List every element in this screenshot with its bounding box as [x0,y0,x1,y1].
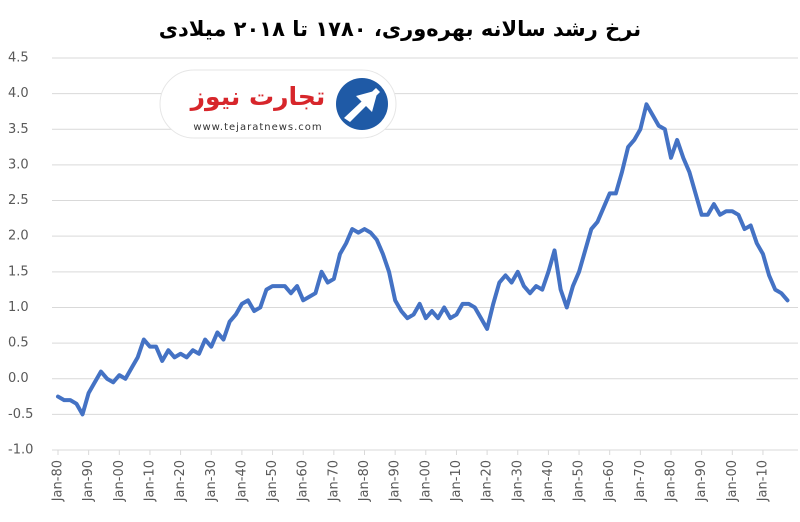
x-tick-label: Jan-30 [204,460,219,502]
x-tick-label: Jan-50 [572,460,587,502]
x-tick-label: Jan-80 [664,460,679,502]
y-tick-label: 3.0 [8,157,29,172]
y-tick-label: 0.0 [8,371,29,386]
x-tick-label: Jan-00 [418,460,433,502]
logo-badge [159,69,397,139]
x-tick-label: Jan-00 [112,460,127,502]
x-tick-label: Jan-90 [81,460,96,502]
x-tick-label: Jan-10 [755,460,770,502]
x-tick-label: Jan-60 [296,460,311,502]
x-tick-label: Jan-10 [449,460,464,502]
x-tick-label: Jan-50 [265,460,280,502]
y-tick-label: 4.5 [8,51,29,66]
x-tick-label: Jan-00 [725,460,740,502]
logo-name: تجارت نیوز [189,82,326,112]
series-line [56,102,790,417]
x-tick-label: Jan-70 [633,460,648,502]
y-tick-label: 3.5 [8,122,29,137]
x-tick-label: Jan-20 [173,460,188,502]
y-tick-label: 2.5 [8,193,29,208]
y-tick-label: 1.5 [8,264,29,279]
x-tick-label: Jan-90 [388,460,403,502]
x-tick-label: Jan-60 [602,460,617,502]
x-tick-label: Jan-20 [480,460,495,502]
x-tick-label: Jan-80 [51,460,66,502]
y-tick-label: 2.0 [8,229,29,244]
y-tick-label: 0.5 [8,336,29,351]
plot [56,102,790,417]
x-tick-label: Jan-40 [234,460,249,502]
x-tick-label: Jan-40 [541,460,556,502]
y-tick-label: -0.5 [8,407,33,422]
x-tick-label: Jan-80 [357,460,372,502]
y-tick-label: 1.0 [8,300,29,315]
logo-arrow [344,88,380,122]
x-tick-label: Jan-70 [326,460,341,502]
chart-title: نرخ رشد سالانه بهره‌وری، ۱۷۸۰ تا ۲۰۱۸ می… [159,17,641,41]
logo: تجارت نیوز www.tejaratnews.com [159,69,397,139]
x-tick-label: Jan-90 [694,460,709,502]
x-tick-label: Jan-30 [510,460,525,502]
y-tick-label: -1.0 [8,443,33,458]
logo-url: www.tejaratnews.com [193,122,322,133]
x-tick-label: Jan-10 [142,460,157,502]
y-tick-label: 4.0 [8,86,29,101]
